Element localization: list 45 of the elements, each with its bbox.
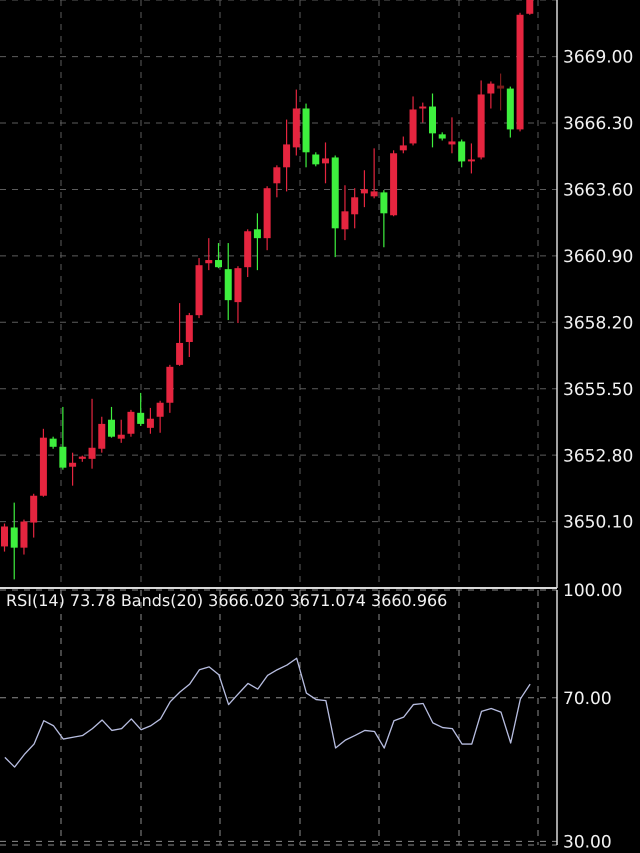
y-tick-label: 30.00 xyxy=(563,832,612,853)
candlestick xyxy=(156,400,164,434)
candlestick xyxy=(458,138,466,168)
y-tick-label: 100.00 xyxy=(563,581,622,602)
candlestick xyxy=(1,522,8,552)
chart-title: RSI(14) 73.78 Bands(20) 3666.020 3671.074 3660.966 xyxy=(6,591,448,611)
candlestick xyxy=(127,409,134,438)
candlestick xyxy=(118,419,125,444)
candlestick xyxy=(215,242,222,269)
candlestick xyxy=(322,142,329,184)
candlestick xyxy=(273,164,280,198)
candlestick xyxy=(360,170,368,208)
y-tick-label: 3663.60 xyxy=(563,180,634,201)
candlestick xyxy=(312,152,320,167)
candlestick xyxy=(487,80,494,110)
candlestick xyxy=(137,392,144,426)
candlestick xyxy=(448,116,456,154)
candlestick xyxy=(400,136,407,154)
candlestick xyxy=(341,184,348,241)
y-tick-label: 3660.90 xyxy=(563,246,634,267)
candlestick xyxy=(283,118,290,192)
candlestick xyxy=(497,72,504,112)
candlestick xyxy=(370,148,378,199)
candlestick xyxy=(146,407,154,434)
y-tick-label: 70.00 xyxy=(563,688,612,709)
candlestick xyxy=(351,188,358,229)
candlestick xyxy=(468,142,475,174)
candlestick xyxy=(526,0,534,16)
y-tick-label: 3652.80 xyxy=(563,446,634,466)
candlestick xyxy=(380,190,388,248)
candlestick xyxy=(254,212,261,271)
y-tick-label: 3666.30 xyxy=(563,114,634,134)
y-tick-label: 3658.20 xyxy=(563,313,634,334)
candlestick xyxy=(419,102,426,124)
candlestick xyxy=(88,398,96,470)
candlestick xyxy=(108,406,115,438)
candlestick xyxy=(176,302,184,366)
candlestick xyxy=(205,238,212,271)
line-series xyxy=(4,658,531,768)
y-tick-label: 3655.50 xyxy=(563,380,634,400)
candlestick xyxy=(50,436,57,450)
candlestick xyxy=(59,406,66,470)
y-tick-label: 3650.10 xyxy=(563,512,634,533)
candlestick xyxy=(10,502,18,580)
y-tick-label: 3669.00 xyxy=(563,48,634,68)
